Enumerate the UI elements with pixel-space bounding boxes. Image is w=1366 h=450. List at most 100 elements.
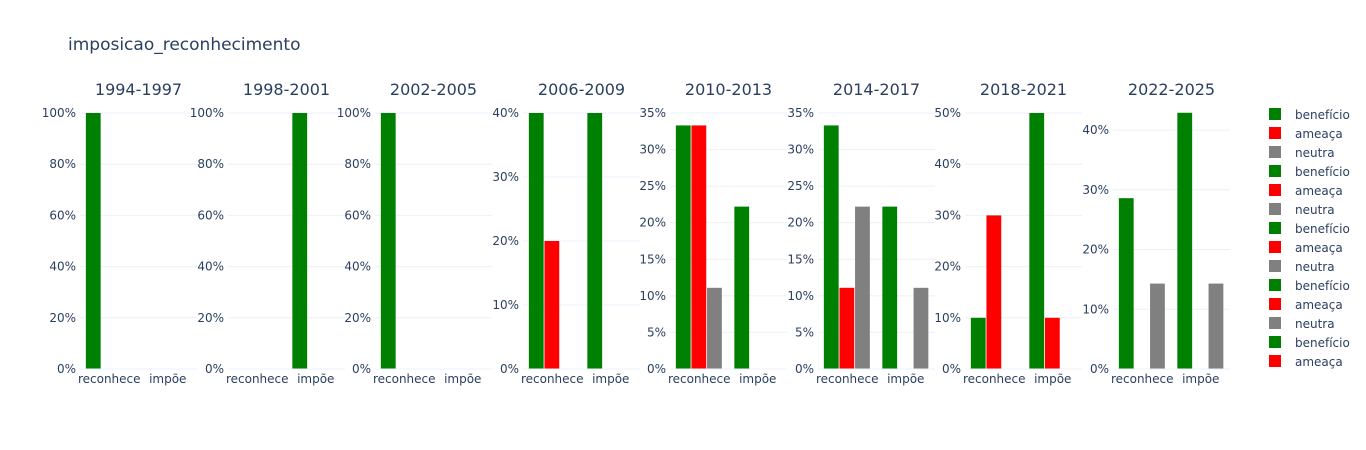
y-tick-label: 40% xyxy=(492,106,519,120)
subplot-title: 2002-2005 xyxy=(390,80,477,99)
bar-benefício-reconhece[interactable] xyxy=(823,125,839,369)
subplot-title: 1994-1997 xyxy=(95,80,182,99)
bar-benefício-impõe[interactable] xyxy=(1029,113,1045,369)
subplot-title: 1998-2001 xyxy=(243,80,330,99)
y-tick-label: 5% xyxy=(647,325,666,339)
legend-item[interactable]: benefício xyxy=(1269,165,1350,179)
y-tick-label: 30% xyxy=(492,170,519,184)
legend-label: neutra xyxy=(1295,260,1335,274)
y-tick-label: 0% xyxy=(795,362,814,376)
legend-swatch xyxy=(1269,298,1281,310)
legend-label: ameaça xyxy=(1295,241,1343,255)
bar-benefício-reconhece[interactable] xyxy=(970,317,986,369)
legend-item[interactable]: neutra xyxy=(1269,260,1335,274)
bar-ameaça-reconhece[interactable] xyxy=(986,215,1002,369)
bar-ameaça-reconhece[interactable] xyxy=(839,287,855,369)
legend-item[interactable]: ameaça xyxy=(1269,127,1343,141)
legend-item[interactable]: benefício xyxy=(1269,222,1350,236)
y-tick-label: 20% xyxy=(49,311,76,325)
legend-swatch xyxy=(1269,241,1281,253)
y-tick-label: 40% xyxy=(197,260,224,274)
legend-label: neutra xyxy=(1295,317,1335,331)
y-tick-label: 20% xyxy=(934,260,961,274)
y-tick-label: 0% xyxy=(1090,362,1109,376)
legend-item[interactable]: ameaça xyxy=(1269,184,1343,198)
bar-neutra-reconhece[interactable] xyxy=(855,206,870,369)
x-tick-label: reconhece xyxy=(816,372,879,386)
y-tick-label: 60% xyxy=(344,208,371,222)
y-tick-label: 10% xyxy=(787,289,814,303)
legend-item[interactable]: benefício xyxy=(1269,279,1350,293)
chart-title: imposicao_reconhecimento xyxy=(68,35,300,55)
y-tick-label: 5% xyxy=(795,325,814,339)
y-tick-label: 40% xyxy=(1082,123,1109,137)
bar-neutra-impõe[interactable] xyxy=(913,287,929,369)
bar-benefício-reconhece[interactable] xyxy=(528,113,544,369)
legend-swatch xyxy=(1269,279,1281,291)
bar-benefício-reconhece[interactable] xyxy=(85,113,101,369)
bar-benefício-impõe[interactable] xyxy=(587,113,603,369)
legend[interactable]: benefício ameaça neutra benefício ameaça neut… xyxy=(1269,108,1350,369)
legend-item[interactable]: ameaça xyxy=(1269,298,1343,312)
y-tick-label: 40% xyxy=(49,260,76,274)
bar-benefício-reconhece[interactable] xyxy=(675,125,691,369)
y-tick-label: 30% xyxy=(787,143,814,157)
bar-ameaça-reconhece[interactable] xyxy=(691,125,707,369)
y-tick-label: 30% xyxy=(639,143,666,157)
legend-item[interactable]: neutra xyxy=(1269,203,1335,217)
y-tick-label: 35% xyxy=(639,106,666,120)
y-tick-label: 10% xyxy=(934,311,961,325)
bar-neutra-impõe[interactable] xyxy=(1208,283,1224,369)
bar-benefício-reconhece[interactable] xyxy=(1118,198,1134,369)
x-tick-label: impõe xyxy=(297,372,334,386)
subplot-2006-2009: 2006-2009 0% 10% 20% 30% 40% reconhece impõe xyxy=(492,80,640,386)
y-tick-label: 25% xyxy=(639,179,666,193)
bar-benefício-impõe[interactable] xyxy=(292,113,308,369)
x-tick-label: impõe xyxy=(592,372,629,386)
x-tick-label: impõe xyxy=(887,372,924,386)
subplot-2022-2025: 2022-2025 0% 10% 20% 30% 40% reconhece impõe xyxy=(1082,80,1230,386)
bar-benefício-impõe[interactable] xyxy=(882,206,898,369)
x-tick-label: reconhece xyxy=(78,372,141,386)
legend-swatch xyxy=(1269,336,1281,348)
subplot-2014-2017: 2014-2017 0% 5% 10% 15% 20% 25% 30% 35% reconhece… xyxy=(787,80,935,386)
y-tick-label: 60% xyxy=(49,208,76,222)
bar-ameaça-impõe[interactable] xyxy=(1044,317,1060,369)
y-tick-label: 25% xyxy=(787,179,814,193)
legend-item[interactable]: benefício xyxy=(1269,108,1350,122)
legend-label: ameaça xyxy=(1295,355,1343,369)
y-tick-label: 30% xyxy=(934,208,961,222)
bar-benefício-impõe[interactable] xyxy=(1177,112,1193,370)
bar-neutra-reconhece[interactable] xyxy=(1150,283,1165,369)
y-tick-label: 20% xyxy=(197,311,224,325)
legend-swatch xyxy=(1269,222,1281,234)
y-tick-label: 0% xyxy=(647,362,666,376)
legend-item[interactable]: ameaça xyxy=(1269,355,1343,369)
bar-benefício-reconhece[interactable] xyxy=(380,113,396,369)
legend-swatch xyxy=(1269,127,1281,139)
legend-label: benefício xyxy=(1295,165,1350,179)
x-tick-label: reconhece xyxy=(521,372,584,386)
x-tick-label: impõe xyxy=(739,372,776,386)
legend-swatch xyxy=(1269,355,1281,367)
y-tick-label: 30% xyxy=(1082,183,1109,197)
x-tick-label: reconhece xyxy=(1111,372,1174,386)
legend-swatch xyxy=(1269,108,1281,120)
y-tick-label: 50% xyxy=(934,106,961,120)
legend-item[interactable]: neutra xyxy=(1269,146,1335,160)
legend-item[interactable]: ameaça xyxy=(1269,241,1343,255)
y-tick-label: 0% xyxy=(57,362,76,376)
subplot-2018-2021: 2018-2021 0% 10% 20% 30% 40% 50% reconhece impõe xyxy=(934,80,1082,386)
legend-item[interactable]: benefício xyxy=(1269,336,1350,350)
y-tick-label: 100% xyxy=(337,106,371,120)
y-tick-label: 10% xyxy=(1082,302,1109,316)
bar-ameaça-reconhece[interactable] xyxy=(544,241,560,369)
y-tick-label: 20% xyxy=(1082,243,1109,257)
legend-item[interactable]: neutra xyxy=(1269,317,1335,331)
bar-benefício-impõe[interactable] xyxy=(734,206,750,369)
bar-neutra-reconhece[interactable] xyxy=(707,287,722,369)
legend-label: neutra xyxy=(1295,203,1335,217)
y-tick-label: 0% xyxy=(500,362,519,376)
legend-swatch xyxy=(1269,184,1281,196)
legend-label: ameaça xyxy=(1295,298,1343,312)
